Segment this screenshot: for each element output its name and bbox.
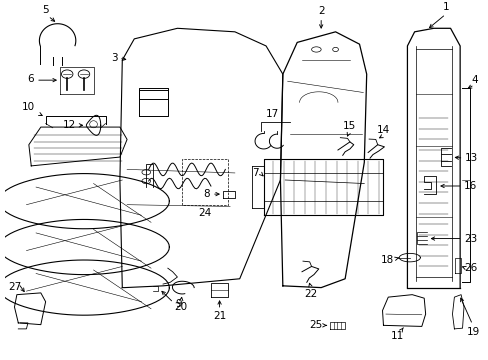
Text: 20: 20	[174, 302, 187, 312]
Text: 23: 23	[463, 234, 476, 244]
Text: 14: 14	[376, 125, 389, 135]
Text: 11: 11	[390, 331, 404, 341]
Text: 5: 5	[42, 5, 49, 15]
Text: 3: 3	[111, 53, 117, 63]
Text: 7: 7	[252, 168, 258, 178]
Text: 8: 8	[203, 189, 209, 199]
Text: 2: 2	[317, 6, 324, 16]
Text: 9: 9	[175, 299, 181, 309]
Text: 27: 27	[8, 282, 21, 292]
Text: 6: 6	[27, 75, 34, 85]
Text: 4: 4	[470, 75, 477, 85]
Text: 12: 12	[62, 120, 76, 130]
Text: 17: 17	[265, 109, 278, 119]
Text: 19: 19	[466, 328, 479, 337]
Text: 25: 25	[308, 320, 322, 330]
Text: 13: 13	[464, 153, 477, 163]
Text: 1: 1	[442, 3, 448, 12]
Text: 18: 18	[380, 255, 393, 265]
Text: 21: 21	[212, 311, 226, 321]
Text: 16: 16	[463, 181, 476, 191]
Text: 15: 15	[342, 121, 355, 131]
Text: 22: 22	[304, 289, 317, 299]
Text: 26: 26	[463, 263, 476, 273]
Text: 24: 24	[198, 207, 211, 217]
Text: 10: 10	[22, 102, 35, 112]
